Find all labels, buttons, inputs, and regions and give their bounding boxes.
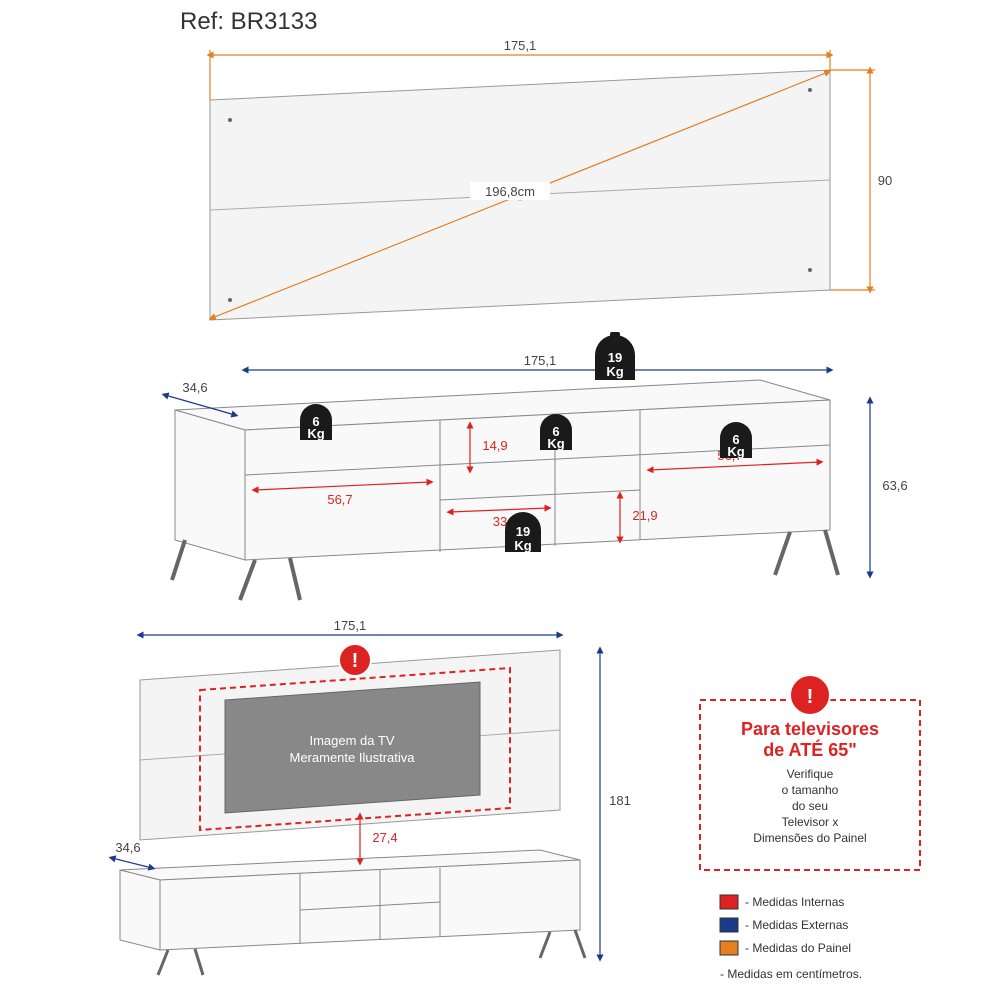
svg-text:- Medidas em centímetros.: - Medidas em centímetros. bbox=[720, 967, 862, 981]
svg-text:19: 19 bbox=[516, 524, 530, 539]
svg-text:34,6: 34,6 bbox=[115, 840, 140, 855]
dim-rack-width: 175,1 bbox=[524, 353, 557, 368]
dim-panel-width: 175,1 bbox=[504, 38, 537, 53]
svg-text:33: 33 bbox=[493, 514, 507, 529]
dim-diagonal: 196,8cm bbox=[485, 184, 535, 199]
svg-text:Kg: Kg bbox=[606, 364, 623, 379]
svg-text:14,9: 14,9 bbox=[482, 438, 507, 453]
legend: - Medidas Internas - Medidas Externas - … bbox=[720, 895, 862, 981]
diagram-canvas: 196,8cm 175,1 90 34,6 175,1 63,6 56,7 56… bbox=[0, 0, 1000, 1000]
svg-text:181: 181 bbox=[609, 793, 631, 808]
svg-text:Kg: Kg bbox=[514, 538, 531, 553]
svg-text:- Medidas Externas: - Medidas Externas bbox=[745, 918, 848, 932]
rack-view: 34,6 175,1 63,6 56,7 56,7 33 14,9 21,9 1… bbox=[165, 332, 908, 600]
svg-text:de ATÉ 65": de ATÉ 65" bbox=[763, 739, 857, 760]
svg-text:175,1: 175,1 bbox=[334, 618, 367, 633]
svg-text:Para televisores: Para televisores bbox=[741, 719, 879, 739]
svg-text:Televisor x: Televisor x bbox=[782, 815, 839, 829]
svg-text:!: ! bbox=[807, 686, 814, 708]
assembly-view: Imagem da TV Meramente Ilustrativa ! 175… bbox=[112, 618, 631, 975]
svg-text:- Medidas do Painel: - Medidas do Painel bbox=[745, 941, 851, 955]
svg-text:do seu: do seu bbox=[792, 799, 828, 813]
svg-text:o tamanho: o tamanho bbox=[782, 783, 839, 797]
svg-text:Kg: Kg bbox=[307, 426, 324, 441]
dim-panel-height: 90 bbox=[878, 173, 892, 188]
panel-view: 196,8cm 175,1 90 bbox=[210, 38, 892, 320]
dim-rack-height: 63,6 bbox=[882, 478, 907, 493]
svg-text:Dimensões do Painel: Dimensões do Painel bbox=[753, 831, 866, 845]
svg-text:- Medidas Internas: - Medidas Internas bbox=[745, 895, 844, 909]
svg-text:Kg: Kg bbox=[727, 444, 744, 459]
svg-text:!: ! bbox=[352, 650, 359, 672]
svg-text:56,7: 56,7 bbox=[327, 492, 352, 507]
svg-text:Imagem da TV: Imagem da TV bbox=[309, 733, 394, 748]
svg-text:19: 19 bbox=[608, 350, 622, 365]
svg-text:Meramente Ilustrativa: Meramente Ilustrativa bbox=[290, 750, 416, 765]
svg-text:21,9: 21,9 bbox=[632, 508, 657, 523]
tv-size-notice: ! Para televisores de ATÉ 65" Verifique … bbox=[700, 675, 920, 870]
dim-depth: 34,6 bbox=[182, 380, 207, 395]
svg-text:Kg: Kg bbox=[547, 436, 564, 451]
svg-text:Verifique: Verifique bbox=[787, 767, 834, 781]
weight-top: 19Kg bbox=[595, 332, 635, 380]
svg-text:27,4: 27,4 bbox=[372, 830, 397, 845]
